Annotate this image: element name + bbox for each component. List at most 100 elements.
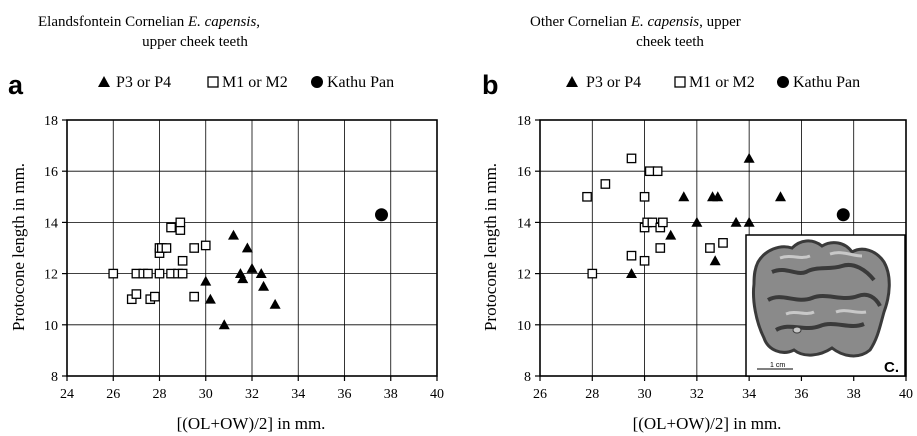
data-point-m1m2 (647, 217, 658, 228)
data-point-m1m2 (189, 291, 200, 302)
panel-a-xlabel: [(OL+OW)/2] in mm. (177, 414, 326, 433)
data-point-m1m2 (166, 222, 176, 233)
data-point-p3p4 (258, 280, 270, 291)
x-tick-label: 34 (742, 387, 756, 402)
legend-label-kathu: Kathu Pan (327, 74, 394, 91)
x-tick-label: 40 (899, 387, 913, 402)
data-point-p3p4 (228, 229, 239, 240)
data-point-m1m2 (600, 179, 611, 189)
panel-b-xlabel: [(OL+OW)/2] in mm. (633, 414, 782, 433)
data-point-m1m2 (200, 240, 211, 251)
data-point-p3p4 (269, 298, 281, 309)
data-point-m1m2 (154, 268, 165, 279)
inset-letter: C. (884, 359, 899, 376)
panel-b-title-line2: cheek teeth (636, 34, 704, 50)
data-point-p3p4 (743, 152, 755, 163)
data-point-p3p4 (237, 273, 249, 284)
data-point-m1m2 (652, 166, 663, 177)
y-tick-label: 18 (517, 114, 531, 129)
legend-label-p3p4: P3 or P4 (116, 74, 171, 91)
legend-circle-marker (311, 76, 323, 88)
data-point-p3p4 (200, 275, 212, 286)
data-point-m1m2 (150, 291, 160, 302)
data-point-p3p4 (678, 191, 690, 202)
x-tick-label: 36 (338, 387, 352, 402)
data-point-m1m2 (655, 243, 666, 253)
data-point-p3p4 (775, 191, 787, 202)
y-tick-label: 8 (524, 370, 531, 385)
data-point-m1m2 (108, 268, 119, 279)
panel-a-ylabel: Protocone length in mm. (9, 163, 28, 331)
x-tick-label: 28 (585, 387, 599, 402)
panel-a-legend: P3 or P4 M1 or M2 Kathu Pan (98, 74, 394, 91)
data-point-p3p4 (246, 262, 258, 273)
data-point-m1m2 (626, 250, 637, 261)
x-tick-label: 28 (153, 387, 167, 402)
legend-label-m1m2: M1 or M2 (689, 74, 755, 91)
x-tick-label: 36 (794, 387, 808, 402)
legend-square-marker (674, 76, 686, 88)
data-point-m1m2 (587, 268, 598, 279)
data-point-p3p4 (241, 242, 253, 253)
data-point-p3p4 (712, 191, 724, 202)
data-point-m1m2 (639, 255, 650, 266)
data-point-m1m2 (189, 243, 200, 253)
panel-b-letter: b (482, 70, 499, 100)
x-tick-label: 30 (199, 387, 213, 402)
y-tick-label: 16 (44, 165, 58, 180)
x-tick-label: 34 (291, 387, 305, 402)
x-tick-label: 26 (106, 387, 120, 402)
legend-circle-marker (777, 76, 789, 88)
y-tick-label: 10 (44, 319, 58, 334)
data-point-m1m2 (175, 217, 186, 228)
panel-a-letter: a (8, 70, 24, 100)
data-point-p3p4 (204, 293, 216, 304)
inset-photo: 1 cm C. (745, 234, 906, 377)
x-tick-label: 24 (60, 387, 74, 402)
data-point-m1m2 (131, 289, 142, 299)
legend-label-kathu: Kathu Pan (793, 74, 860, 91)
panel-b-title-line1: Other Cornelian E. capensis, upper (530, 14, 741, 30)
legend-triangle-marker (566, 76, 578, 87)
panel-a-title-line1: Elandsfontein Cornelian E. capensis, (38, 14, 260, 30)
y-tick-label: 12 (517, 268, 531, 283)
data-point-p3p4 (730, 216, 742, 227)
x-tick-label: 30 (638, 387, 652, 402)
y-tick-label: 16 (517, 165, 531, 180)
data-point-m1m2 (177, 255, 188, 266)
tooth-highlights (779, 251, 867, 316)
data-point-p3p4 (665, 229, 677, 240)
data-point-p3p4 (691, 216, 703, 227)
panel-b-legend: P3 or P4 M1 or M2 Kathu Pan (566, 74, 860, 91)
data-point-m1m2 (177, 268, 188, 279)
legend-label-p3p4: P3 or P4 (586, 74, 641, 91)
x-tick-label: 32 (690, 387, 704, 402)
data-point-m1m2 (626, 153, 637, 164)
legend-triangle-marker (98, 76, 110, 87)
legend-square-marker (207, 76, 219, 88)
y-tick-label: 14 (44, 216, 58, 231)
data-point-m1m2 (639, 191, 650, 202)
x-tick-label: 38 (384, 387, 398, 402)
y-tick-label: 18 (44, 114, 58, 129)
data-point-m1m2 (718, 238, 728, 248)
data-point-kathu-pan (836, 208, 850, 222)
y-tick-label: 8 (51, 370, 58, 385)
data-point-p3p4 (255, 268, 267, 278)
data-point-m1m2 (644, 166, 655, 177)
tooth-enamel-folds (767, 263, 882, 332)
y-tick-label: 12 (44, 268, 58, 283)
x-tick-label: 40 (430, 387, 444, 402)
data-point-kathu-pan (375, 208, 388, 222)
plot-frame (539, 119, 907, 377)
scale-bar-label: 1 cm (770, 362, 785, 369)
data-point-m1m2 (658, 217, 668, 228)
legend-label-m1m2: M1 or M2 (222, 74, 288, 91)
y-tick-label: 14 (517, 216, 531, 231)
data-point-m1m2 (582, 191, 592, 202)
tooth-pit (792, 326, 802, 334)
data-point-p3p4 (626, 268, 637, 278)
data-point-m1m2 (161, 243, 172, 253)
x-tick-label: 38 (847, 387, 861, 402)
